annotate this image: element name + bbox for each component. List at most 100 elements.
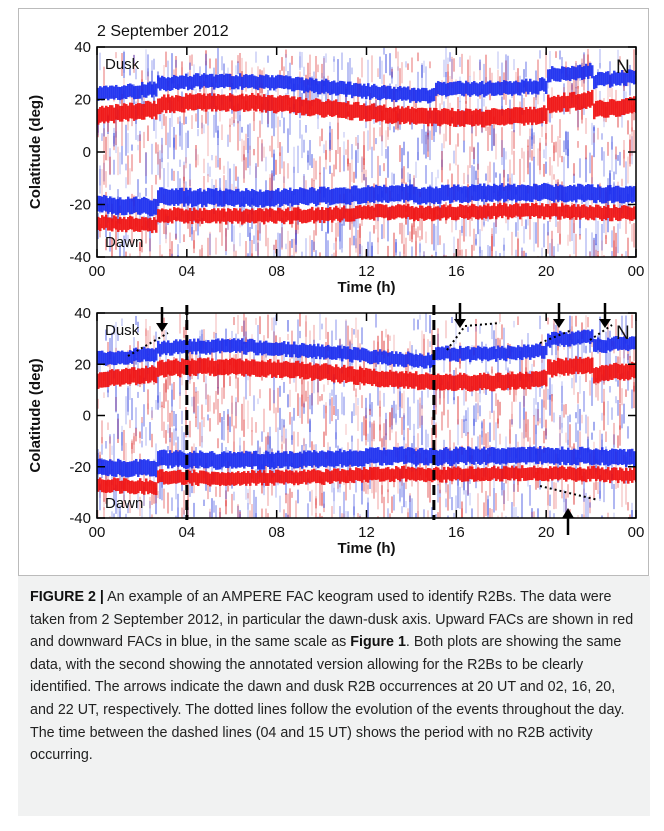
speckle <box>281 57 283 71</box>
speckle <box>195 113 197 121</box>
speckle <box>335 432 337 439</box>
caption-ref: Figure 1 <box>350 634 406 650</box>
speckle <box>483 64 485 85</box>
speckle <box>339 147 341 172</box>
speckle <box>485 173 487 180</box>
speckle <box>451 317 453 323</box>
speckle <box>233 317 235 325</box>
speckle <box>149 238 151 257</box>
speckle <box>479 325 481 334</box>
speckle <box>465 358 467 376</box>
speckle <box>207 112 209 126</box>
speckle <box>183 490 185 514</box>
speckle <box>287 394 289 407</box>
speckle <box>577 404 579 424</box>
speckle <box>601 133 603 139</box>
speckle <box>273 374 275 403</box>
speckle <box>425 165 427 184</box>
speckle <box>593 133 595 142</box>
speckle <box>145 152 147 183</box>
speckle <box>315 161 317 180</box>
speckle <box>375 138 377 144</box>
speckle <box>441 143 443 167</box>
speckle <box>237 121 239 151</box>
speckle <box>327 240 329 257</box>
speckle <box>297 393 299 416</box>
speckle <box>419 398 421 428</box>
speckle <box>499 402 501 416</box>
speckle <box>605 432 607 443</box>
x-tick-label: 20 <box>538 263 555 280</box>
speckle <box>383 393 385 407</box>
speckle <box>633 223 635 247</box>
speckle <box>615 146 617 159</box>
speckle <box>417 482 419 511</box>
speckle <box>395 242 397 255</box>
speckle <box>539 418 541 424</box>
speckle <box>531 150 533 161</box>
speckle <box>341 223 343 248</box>
speckle <box>523 226 525 243</box>
speckle <box>345 424 347 435</box>
speckle <box>195 392 197 418</box>
speckle <box>579 158 581 177</box>
speckle <box>489 162 491 183</box>
speckle <box>355 480 357 492</box>
speckle <box>279 386 281 397</box>
speckle <box>373 421 375 439</box>
speckle <box>201 420 203 447</box>
speckle <box>379 127 381 136</box>
speckle <box>105 441 107 449</box>
speckle <box>103 155 105 185</box>
speckle <box>625 389 627 397</box>
speckle <box>385 130 387 147</box>
speckle <box>181 411 183 424</box>
speckle <box>607 142 609 156</box>
speckle <box>201 405 203 420</box>
speckle <box>185 157 187 168</box>
y-tick-label: -20 <box>69 459 91 476</box>
speckle <box>503 245 505 251</box>
speckle <box>479 229 481 253</box>
speckle <box>585 415 587 434</box>
speckle <box>385 54 387 73</box>
speckle <box>405 480 407 489</box>
speckle <box>115 131 117 153</box>
speckle <box>395 414 397 423</box>
speckle <box>369 404 371 427</box>
speckle <box>173 171 175 181</box>
speckle <box>541 127 543 137</box>
speckle <box>621 179 623 187</box>
speckle <box>249 373 251 396</box>
speckle <box>559 234 561 244</box>
speckle <box>497 51 499 68</box>
speckle <box>603 389 605 416</box>
speckle <box>165 330 167 340</box>
speckle <box>385 149 387 159</box>
speckle <box>585 145 587 159</box>
speckle <box>539 316 541 329</box>
speckle <box>533 157 535 186</box>
speckle <box>569 217 571 242</box>
speckle <box>243 140 245 160</box>
caption-label: FIGURE 2 | <box>30 589 104 605</box>
speckle <box>217 399 219 425</box>
speckle <box>127 155 129 184</box>
speckle <box>419 315 421 320</box>
speckle <box>261 431 263 441</box>
speckle <box>527 139 529 146</box>
speckle <box>587 416 589 439</box>
speckle <box>283 382 285 393</box>
speckle <box>199 422 201 446</box>
x-tick-label: 00 <box>89 263 106 280</box>
speckle <box>633 49 635 74</box>
speckle <box>253 235 255 243</box>
speckle <box>555 142 557 153</box>
speckle <box>241 404 243 431</box>
speckle <box>105 137 107 160</box>
speckle <box>599 49 601 68</box>
speckle <box>129 168 131 184</box>
speckle <box>611 136 613 149</box>
speckle <box>393 495 395 511</box>
speckle <box>263 147 265 158</box>
